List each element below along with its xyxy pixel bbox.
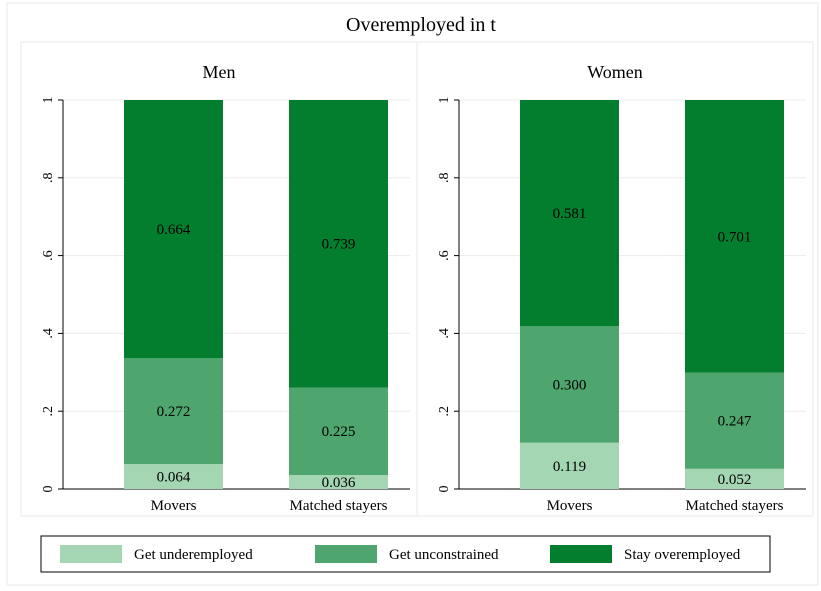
y-tick-label: 0 [437,486,452,493]
data-label: 0.272 [157,404,191,420]
data-label: 0.701 [718,229,752,245]
bar-segment [520,326,619,443]
y-tick-label: .2 [41,406,56,417]
legend-label: Get underemployed [134,547,253,563]
panel-title: Women [587,62,643,82]
bar-segment [520,442,619,489]
data-label: 0.247 [718,414,752,430]
bar-segment [685,100,784,373]
y-tick-label: .4 [437,328,452,339]
bar-segment [124,358,223,465]
x-tick-label: Movers [547,498,593,514]
data-label: 0.052 [718,472,752,488]
y-tick-label: 1 [41,97,56,104]
x-tick-label: Matched stayers [290,498,388,514]
x-tick-label: Movers [151,498,197,514]
data-label: 0.036 [322,475,356,491]
y-tick-label: 1 [437,97,452,104]
data-label: 0.119 [553,459,586,475]
bar-segment [289,100,388,388]
y-tick-label: .4 [41,328,56,339]
legend: Get underemployed Get unconstrained Stay o… [40,535,771,573]
panel-men: Men 0 .2 .4 .6 .8 1 0.064 0.272 0.664 Movers 0.036 0… [20,41,418,517]
legend-box [40,535,771,573]
data-label: 0.225 [322,424,356,440]
legend-label: Get unconstrained [389,547,499,563]
data-label: 0.064 [157,470,191,486]
y-tick-label: 0 [41,486,56,493]
y-tick-label: .6 [41,250,56,261]
panel-women: Women 0 .2 .4 .6 .8 1 0.119 0.300 0.581 Movers 0.05… [416,41,814,517]
panels: Men 0 .2 .4 .6 .8 1 0.064 0.272 0.664 Movers 0.036 0… [20,41,814,517]
data-label: 0.300 [553,377,587,393]
legend-swatch [550,545,612,563]
bar-segment [124,464,223,489]
y-tick-label: .8 [41,173,56,184]
bar-segment [124,100,223,359]
y-tick-label: .2 [437,406,452,417]
chart-title: Overemployed in t [346,14,496,36]
bar-segment [685,372,784,469]
bar-segment [520,100,619,327]
data-label: 0.581 [553,206,587,222]
bar-segment [685,468,784,489]
legend-swatch [315,545,377,563]
bar-segment [289,474,388,489]
data-label: 0.739 [322,237,356,253]
legend-label: Stay overemployed [624,547,741,563]
x-tick-label: Matched stayers [686,498,784,514]
y-tick-label: .6 [437,250,452,261]
bar-segment [289,387,388,475]
data-label: 0.664 [157,222,191,238]
panel-title: Men [203,62,236,82]
y-tick-label: .8 [437,173,452,184]
legend-swatch [60,545,122,563]
